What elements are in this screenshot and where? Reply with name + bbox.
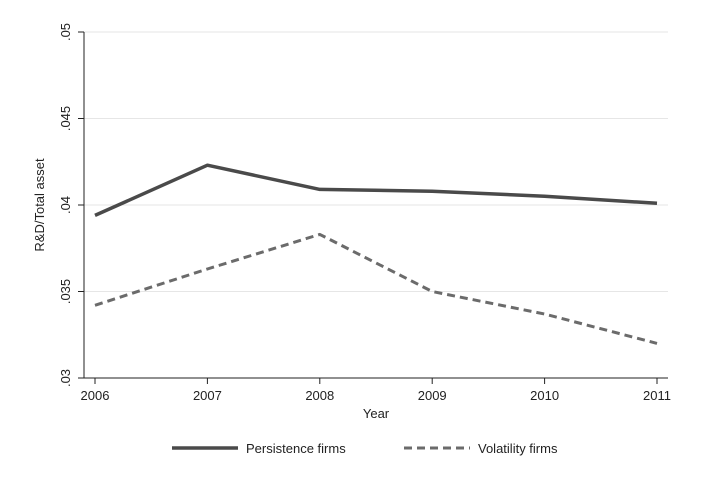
x-tick-label: 2009 (418, 388, 447, 403)
y-tick-label: .045 (58, 106, 73, 131)
x-tick-label: 2006 (81, 388, 110, 403)
y-ticks: .03 .035 .04 .045 .05 (58, 23, 84, 387)
y-tick-label: .04 (58, 196, 73, 214)
x-tick-label: 2010 (530, 388, 559, 403)
y-tick-label: .03 (58, 369, 73, 387)
y-axis-title: R&D/Total asset (32, 158, 47, 252)
x-tick-label: 2007 (193, 388, 222, 403)
legend-label-volatility: Volatility firms (478, 441, 558, 456)
y-tick-label: .05 (58, 23, 73, 41)
x-axis-title: Year (363, 406, 390, 421)
legend-label-persistence: Persistence firms (246, 441, 346, 456)
y-tick-label: .035 (58, 279, 73, 304)
series-line-volatility (94, 232, 658, 345)
series (94, 163, 658, 345)
gridlines (84, 31, 668, 292)
series-line-persistence (94, 163, 658, 217)
x-tick-label: 2011 (643, 388, 671, 403)
x-ticks: 2006 2007 2008 2009 2010 2011 (81, 378, 671, 403)
x-tick-label: 2008 (305, 388, 334, 403)
legend: Persistence firms Volatility firms (172, 441, 558, 456)
